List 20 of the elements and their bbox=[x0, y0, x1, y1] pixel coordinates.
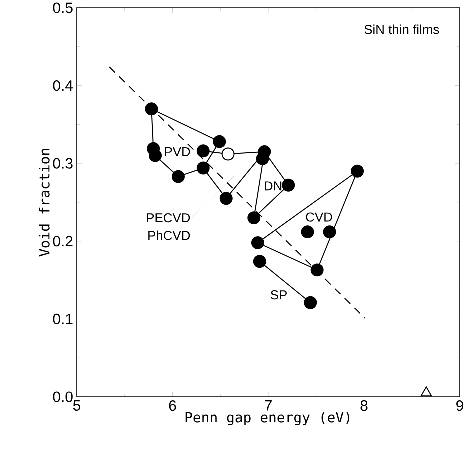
annotation: PhCVD bbox=[148, 230, 190, 240]
annotation: PVD bbox=[165, 147, 190, 156]
x-tick-label: 8 bbox=[360, 400, 368, 412]
annotation: DN bbox=[264, 182, 282, 191]
annotation: CVD bbox=[306, 212, 332, 222]
y-tick-label: 0.1 bbox=[53, 314, 73, 324]
y-tick-label: 0.0 bbox=[53, 392, 73, 402]
x-tick-label: 9 bbox=[456, 400, 464, 412]
x-tick-label: 5 bbox=[73, 400, 81, 411]
x-tick-label: 7 bbox=[265, 400, 272, 411]
y-tick-label: 0.5 bbox=[53, 2, 73, 14]
y-tick-label: 0.3 bbox=[53, 158, 73, 169]
x-axis-title: Penn gap energy (eV) bbox=[186, 412, 350, 426]
x-tick-label: 6 bbox=[169, 400, 176, 412]
y-tick-label: 0.4 bbox=[53, 80, 74, 92]
annotation: SiN thin films bbox=[364, 24, 440, 34]
y-tick-label: 0.2 bbox=[53, 236, 73, 247]
y-axis-title: Void fraction bbox=[39, 149, 50, 257]
annotation: PECVD bbox=[147, 213, 190, 223]
annotation: SP bbox=[270, 290, 287, 300]
